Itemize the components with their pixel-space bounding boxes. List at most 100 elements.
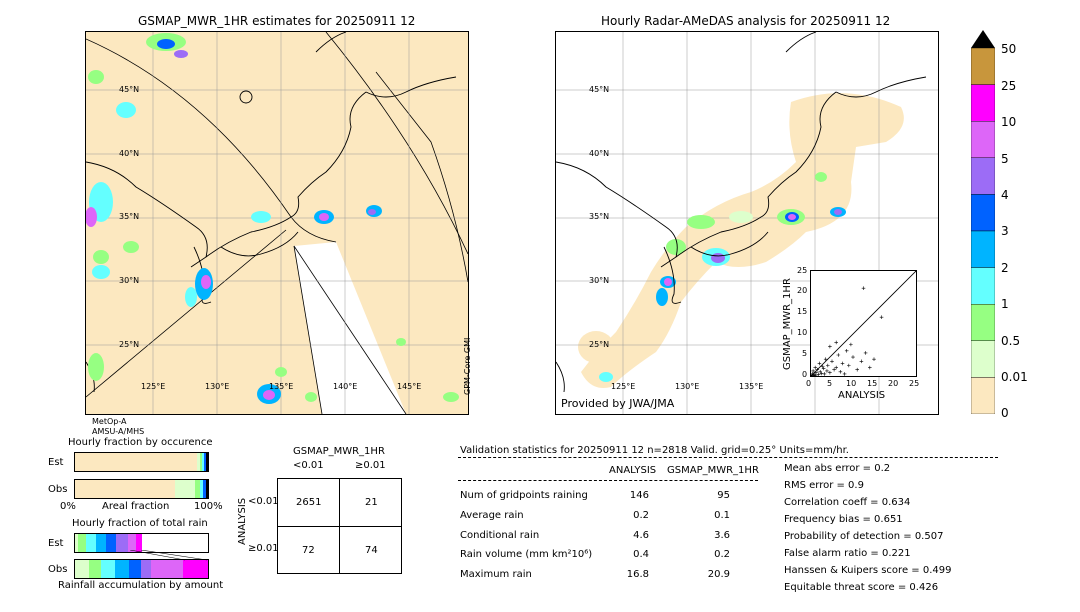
score-line: Probability of detection = 0.507 — [784, 531, 944, 542]
stats-col-gsmap: GSMAP_MWR_1HR — [667, 465, 759, 476]
left-lon-label: 140°E — [333, 382, 358, 391]
satellite-label: AMSU-A/MHS — [92, 427, 145, 436]
swath-edge — [293, 245, 323, 414]
scatter-point — [823, 357, 828, 361]
stats-row-gsmap: 20.9 — [707, 569, 730, 580]
scatter-point — [825, 369, 829, 373]
rain-patches — [86, 33, 459, 404]
right-lon-label: 135°E — [739, 382, 764, 391]
scatter-point — [817, 361, 822, 366]
scatter-point — [820, 364, 825, 369]
rain-est-label: Est — [48, 538, 64, 549]
scatter-point — [872, 357, 876, 361]
stats-row-label: Average rain — [460, 510, 524, 521]
stats-col-analysis: ANALYSIS — [609, 465, 657, 476]
colorbar-swatch — [971, 157, 995, 195]
colorbar-swatch — [971, 84, 995, 122]
right-lat-label: 45°N — [589, 85, 610, 94]
scatter-point — [842, 372, 847, 376]
left-lon-label: 145°E — [397, 382, 422, 391]
colorbar-extend-arrow — [971, 30, 995, 48]
scatter-point — [834, 365, 838, 370]
scatter-xtick: 20 — [888, 379, 899, 388]
right-lat-label: 25°N — [589, 340, 610, 349]
colorbar-label: 0 — [1001, 406, 1009, 420]
stats-row-gsmap: 3.6 — [714, 530, 730, 541]
rain-obs-label: Obs — [48, 564, 68, 575]
contingency-side: ANALYSIS — [237, 497, 248, 545]
scatter-point — [828, 344, 832, 349]
scatter-ylabel: GSMAP_MWR_1HR — [782, 278, 793, 370]
fraction-x0: 0% — [60, 501, 76, 512]
colorbar-swatch — [971, 304, 995, 342]
coverage-area — [578, 93, 904, 388]
data-credit: Provided by JWA/JMA — [561, 397, 675, 410]
left-lat-label: 25°N — [119, 340, 140, 349]
scatter-point — [816, 372, 821, 376]
scatter-inset — [810, 270, 917, 377]
scatter-point — [844, 349, 849, 353]
rain-obs-bar — [74, 559, 209, 579]
scatter-xlabel: ANALYSIS — [838, 390, 886, 401]
contingency-cell: 2651 — [296, 497, 322, 508]
score-line: Equitable threat score = 0.426 — [784, 582, 939, 593]
scatter-point — [851, 355, 855, 359]
stats-row-gsmap: 0.2 — [714, 549, 730, 560]
diagonal-line — [811, 271, 916, 376]
colorbar-swatch — [971, 340, 995, 378]
stats-col-rule — [458, 480, 758, 481]
scatter-point — [849, 342, 853, 347]
colorbar-swatch — [971, 230, 995, 268]
scatter-ytick: 0 — [802, 370, 808, 379]
scatter-xtick: 25 — [909, 379, 920, 388]
colorbar-swatch — [971, 47, 995, 85]
scatter-xtick: 5 — [827, 379, 833, 388]
scatter-point — [855, 367, 859, 372]
stats-row-analysis: 0.4 — [633, 549, 649, 560]
scatter-ytick: 5 — [802, 349, 808, 358]
colorbar-label: 4 — [1001, 188, 1009, 202]
contingency-row1: <0.01 — [248, 496, 279, 507]
swath-edge — [293, 245, 407, 414]
score-line: Correlation coeff = 0.634 — [784, 497, 911, 508]
scatter-ytick: 10 — [797, 328, 808, 337]
contingency-col2: ≥0.01 — [355, 460, 386, 471]
occurrence-obs-label: Obs — [48, 484, 68, 495]
colorbar-label: 3 — [1001, 224, 1009, 238]
satellite-label: MetOp-A — [92, 417, 127, 426]
scatter-point — [840, 361, 845, 366]
sensor-label: GPM-Core GMI — [463, 337, 472, 395]
contingency-grid: 2651 21 72 74 — [277, 478, 402, 574]
scatter-point — [814, 370, 818, 375]
contingency-title: GSMAP_MWR_1HR — [293, 446, 385, 457]
colorbar-label: 5 — [1001, 152, 1009, 166]
score-line: Hanssen & Kuipers score = 0.499 — [784, 565, 952, 576]
scatter-ytick: 25 — [797, 266, 808, 275]
rain-fraction-foot: Rainfall accumulation by amount — [58, 580, 224, 591]
scatter-ticks-x: 0 5 10 15 20 25 — [806, 379, 926, 391]
left-lat-label: 45°N — [119, 85, 140, 94]
colorbar-label: 0.5 — [1001, 334, 1021, 348]
left-lat-label: 40°N — [119, 149, 140, 158]
left-map-title: GSMAP_MWR_1HR estimates for 20250911 12 — [138, 14, 416, 28]
colorbar-label: 25 — [1001, 79, 1017, 93]
occurrence-obs-bar — [74, 479, 209, 499]
scatter-xtick: 0 — [806, 379, 812, 388]
scatter-point — [811, 373, 816, 376]
scatter-point — [811, 373, 814, 376]
colorbar — [971, 30, 995, 414]
coastline — [86, 32, 457, 393]
right-map-title: Hourly Radar-AMeDAS analysis for 2025091… — [601, 14, 891, 28]
colorbar-label: 10 — [1001, 115, 1017, 129]
scatter-point — [813, 373, 818, 376]
scatter-point — [821, 366, 826, 371]
score-line: Mean abs error = 0.2 — [784, 463, 891, 474]
swath-edge — [86, 229, 287, 398]
coastline — [556, 32, 927, 393]
scatter-point — [859, 359, 864, 364]
right-lon-label: 130°E — [675, 382, 700, 391]
rain-bar-connector — [130, 550, 208, 561]
rain-est-bar — [74, 533, 209, 553]
contingency-cell: 74 — [365, 545, 378, 556]
right-lat-label: 35°N — [589, 212, 610, 221]
